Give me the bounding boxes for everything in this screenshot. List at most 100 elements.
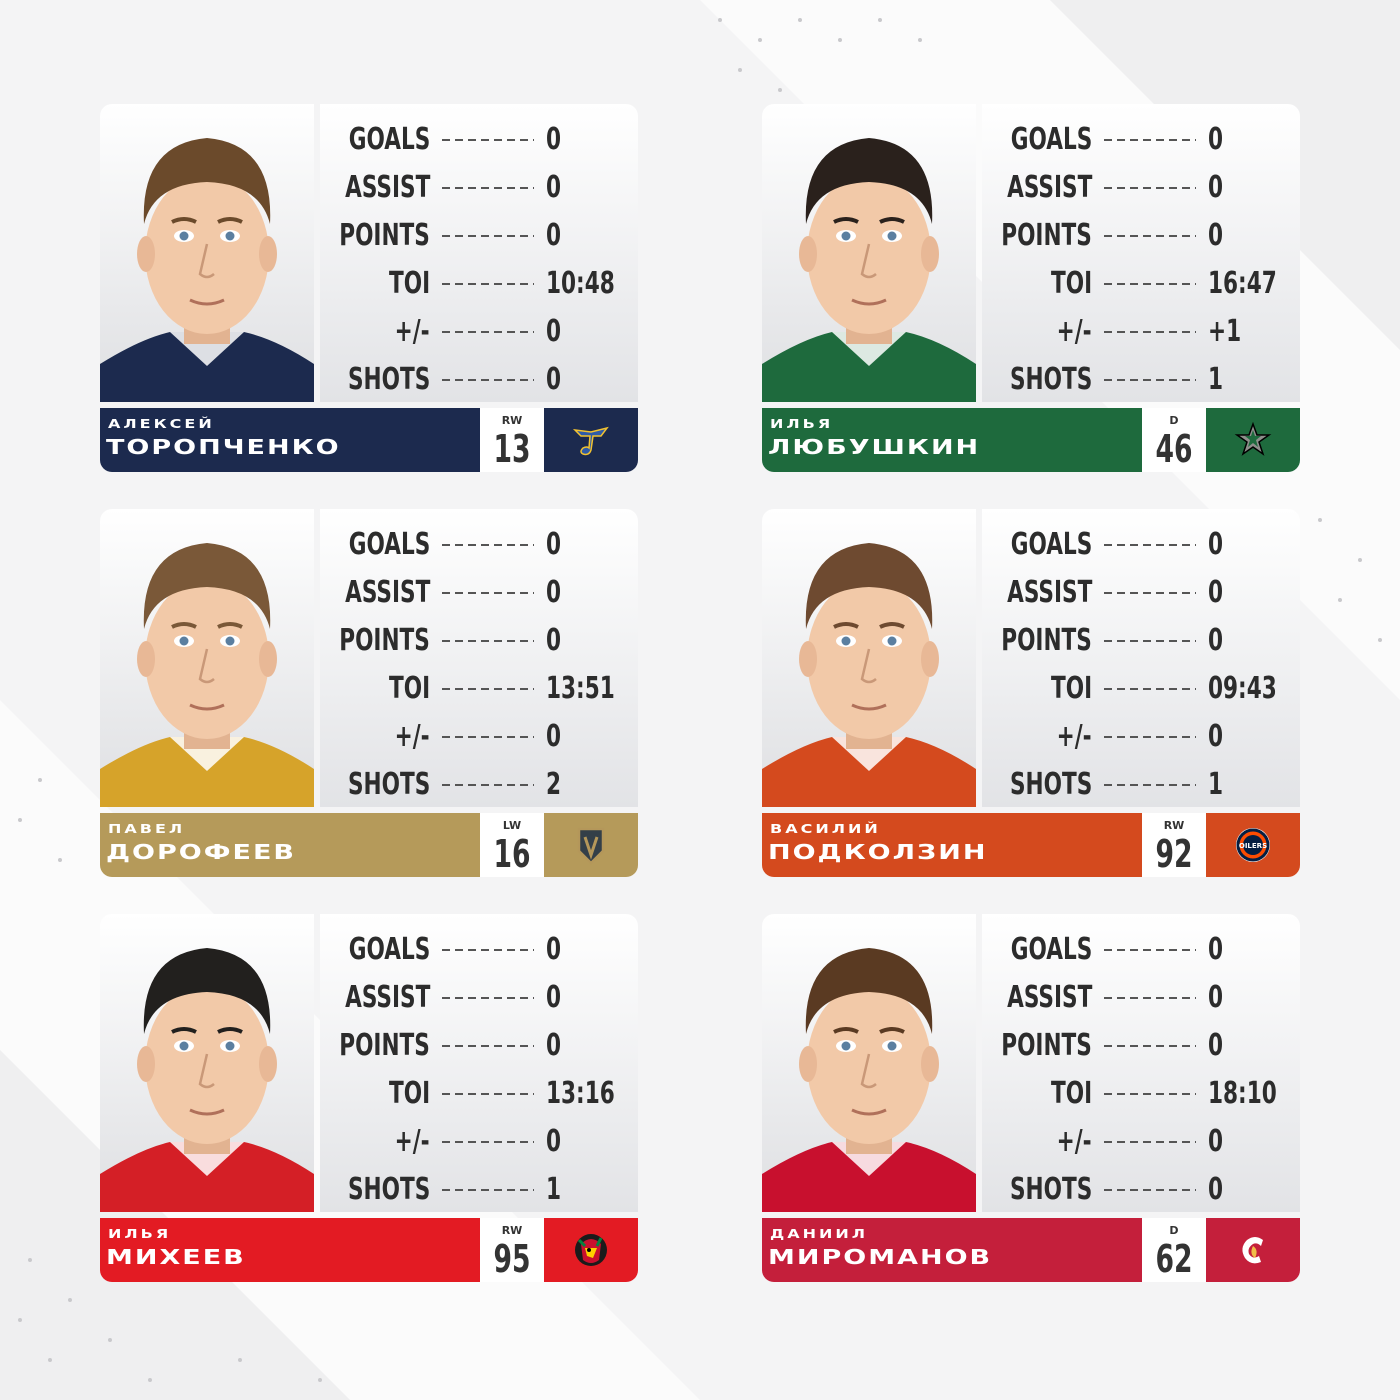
dotted-leader <box>442 283 534 285</box>
stat-value-plus-minus: 0 <box>546 719 562 754</box>
player-portrait <box>762 509 976 807</box>
jersey-number: 92 <box>1155 832 1193 876</box>
dotted-leader <box>1104 235 1196 237</box>
stat-row-goals: GOALS 0 <box>320 926 638 974</box>
player-portrait <box>762 104 976 402</box>
player-portrait <box>100 509 314 807</box>
stat-label-assist: ASSIST <box>344 575 430 610</box>
stat-row-assist: ASSIST 0 <box>982 164 1300 212</box>
stat-value-plus-minus: 0 <box>1208 719 1224 754</box>
player-position: RW <box>501 414 523 427</box>
stat-label-goals: GOALS <box>1010 527 1092 562</box>
stats-panel: GOALS 0 ASSIST 0 POINTS 0 TOI 09:43 +/- <box>982 509 1300 807</box>
dotted-leader <box>1104 379 1196 381</box>
player-portrait <box>762 914 976 1212</box>
team-logo-box: OILERS <box>1206 813 1300 877</box>
stat-row-plus-minus: +/- 0 <box>320 1118 638 1166</box>
stat-label-goals: GOALS <box>348 527 430 562</box>
stat-value-assist: 0 <box>546 170 562 205</box>
stat-label-goals: GOALS <box>348 932 430 967</box>
dotted-leader <box>1104 1045 1196 1047</box>
stat-label-shots: SHOTS <box>347 362 430 397</box>
stat-value-assist: 0 <box>1208 170 1224 205</box>
stat-row-assist: ASSIST 0 <box>320 164 638 212</box>
dotted-leader <box>442 1189 534 1191</box>
dotted-leader <box>1104 640 1196 642</box>
stat-row-goals: GOALS 0 <box>982 926 1300 974</box>
dotted-leader <box>442 997 534 999</box>
stat-label-shots: SHOTS <box>347 767 430 802</box>
name-bar: Илья Любушкин <box>762 408 1142 472</box>
stat-row-assist: ASSIST 0 <box>320 569 638 617</box>
player-last-name: Дорофеев <box>106 841 296 865</box>
stats-panel: GOALS 0 ASSIST 0 POINTS 0 TOI 18:10 +/- <box>982 914 1300 1212</box>
stat-row-goals: GOALS 0 <box>320 521 638 569</box>
stat-value-toi: 09:43 <box>1208 671 1277 706</box>
stat-row-points: POINTS 0 <box>982 212 1300 260</box>
stat-label-points: POINTS <box>339 623 430 658</box>
stats-panel: GOALS 0 ASSIST 0 POINTS 0 TOI 16:47 +/- <box>982 104 1300 402</box>
player-card: GOALS 0 ASSIST 0 POINTS 0 TOI 13:51 +/- <box>100 509 638 877</box>
player-last-name: Торопченко <box>106 436 341 460</box>
stat-value-plus-minus: 0 <box>1208 1124 1224 1159</box>
dotted-leader <box>442 235 534 237</box>
player-card: GOALS 0 ASSIST 0 POINTS 0 TOI 18:10 +/- <box>762 914 1300 1282</box>
stat-value-points: 0 <box>1208 623 1224 658</box>
stat-row-shots: SHOTS 1 <box>982 356 1300 404</box>
name-bar: Василий Подколзин <box>762 813 1142 877</box>
player-card: GOALS 0 ASSIST 0 POINTS 0 TOI 16:47 +/- <box>762 104 1300 472</box>
stat-value-shots: 1 <box>1208 362 1224 397</box>
stat-label-shots: SHOTS <box>347 1172 430 1207</box>
stat-value-points: 0 <box>546 218 562 253</box>
stat-row-toi: TOI 10:48 <box>320 260 638 308</box>
stat-label-points: POINTS <box>1001 1028 1092 1063</box>
player-position: LW <box>502 819 522 832</box>
stat-label-toi: TOI <box>1050 1076 1092 1111</box>
stat-label-plus-minus: +/- <box>1057 1124 1092 1159</box>
stat-label-assist: ASSIST <box>1006 575 1092 610</box>
stats-panel: GOALS 0 ASSIST 0 POINTS 0 TOI 13:51 +/- <box>320 509 638 807</box>
player-last-name: Мироманов <box>768 1246 993 1270</box>
dotted-leader <box>442 187 534 189</box>
stat-label-shots: SHOTS <box>1009 1172 1092 1207</box>
player-first-name: Даниил <box>770 1226 869 1242</box>
stat-label-plus-minus: +/- <box>1057 314 1092 349</box>
dotted-leader <box>442 1045 534 1047</box>
jersey-number-box: RW 13 <box>480 408 544 472</box>
jersey-number-box: RW 95 <box>480 1218 544 1282</box>
stat-label-shots: SHOTS <box>1009 362 1092 397</box>
svg-text:OILERS: OILERS <box>1239 842 1267 850</box>
dotted-leader <box>1104 1093 1196 1095</box>
player-portrait <box>100 104 314 402</box>
team-logo-box <box>1206 408 1300 472</box>
stat-value-assist: 0 <box>546 980 562 1015</box>
stats-panel: GOALS 0 ASSIST 0 POINTS 0 TOI 13:16 +/- <box>320 914 638 1212</box>
player-position: D <box>1169 414 1179 427</box>
stat-row-assist: ASSIST 0 <box>982 569 1300 617</box>
dotted-leader <box>1104 1141 1196 1143</box>
stat-label-toi: TOI <box>1050 671 1092 706</box>
stat-row-plus-minus: +/- +1 <box>982 308 1300 356</box>
stat-value-shots: 0 <box>546 362 562 397</box>
player-card: GOALS 0 ASSIST 0 POINTS 0 TOI 10:48 +/- <box>100 104 638 472</box>
stat-row-shots: SHOTS 1 <box>982 761 1300 809</box>
player-first-name: Илья <box>770 416 834 432</box>
stat-value-shots: 2 <box>546 767 562 802</box>
jersey-number: 13 <box>493 427 531 471</box>
team-logo-box <box>544 408 638 472</box>
stat-value-toi: 16:47 <box>1208 266 1277 301</box>
stat-value-toi: 10:48 <box>546 266 615 301</box>
dotted-leader <box>1104 139 1196 141</box>
player-position: RW <box>1163 819 1185 832</box>
stat-row-toi: TOI 13:51 <box>320 665 638 713</box>
player-card: GOALS 0 ASSIST 0 POINTS 0 TOI 13:16 +/- <box>100 914 638 1282</box>
team-logo-box <box>544 1218 638 1282</box>
stat-label-plus-minus: +/- <box>395 1124 430 1159</box>
stat-value-toi: 18:10 <box>1208 1076 1277 1111</box>
stat-label-assist: ASSIST <box>1006 170 1092 205</box>
stat-label-goals: GOALS <box>1010 122 1092 157</box>
stat-value-goals: 0 <box>1208 122 1224 157</box>
stat-value-assist: 0 <box>1208 980 1224 1015</box>
stat-row-plus-minus: +/- 0 <box>982 713 1300 761</box>
stat-value-plus-minus: +1 <box>1208 314 1242 349</box>
